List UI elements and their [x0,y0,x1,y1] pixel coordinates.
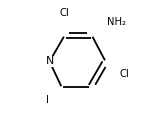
Text: NH₂: NH₂ [107,17,126,27]
Text: Cl: Cl [60,8,70,18]
Text: Cl: Cl [119,69,129,79]
Text: I: I [46,95,49,105]
Text: N: N [45,56,54,67]
